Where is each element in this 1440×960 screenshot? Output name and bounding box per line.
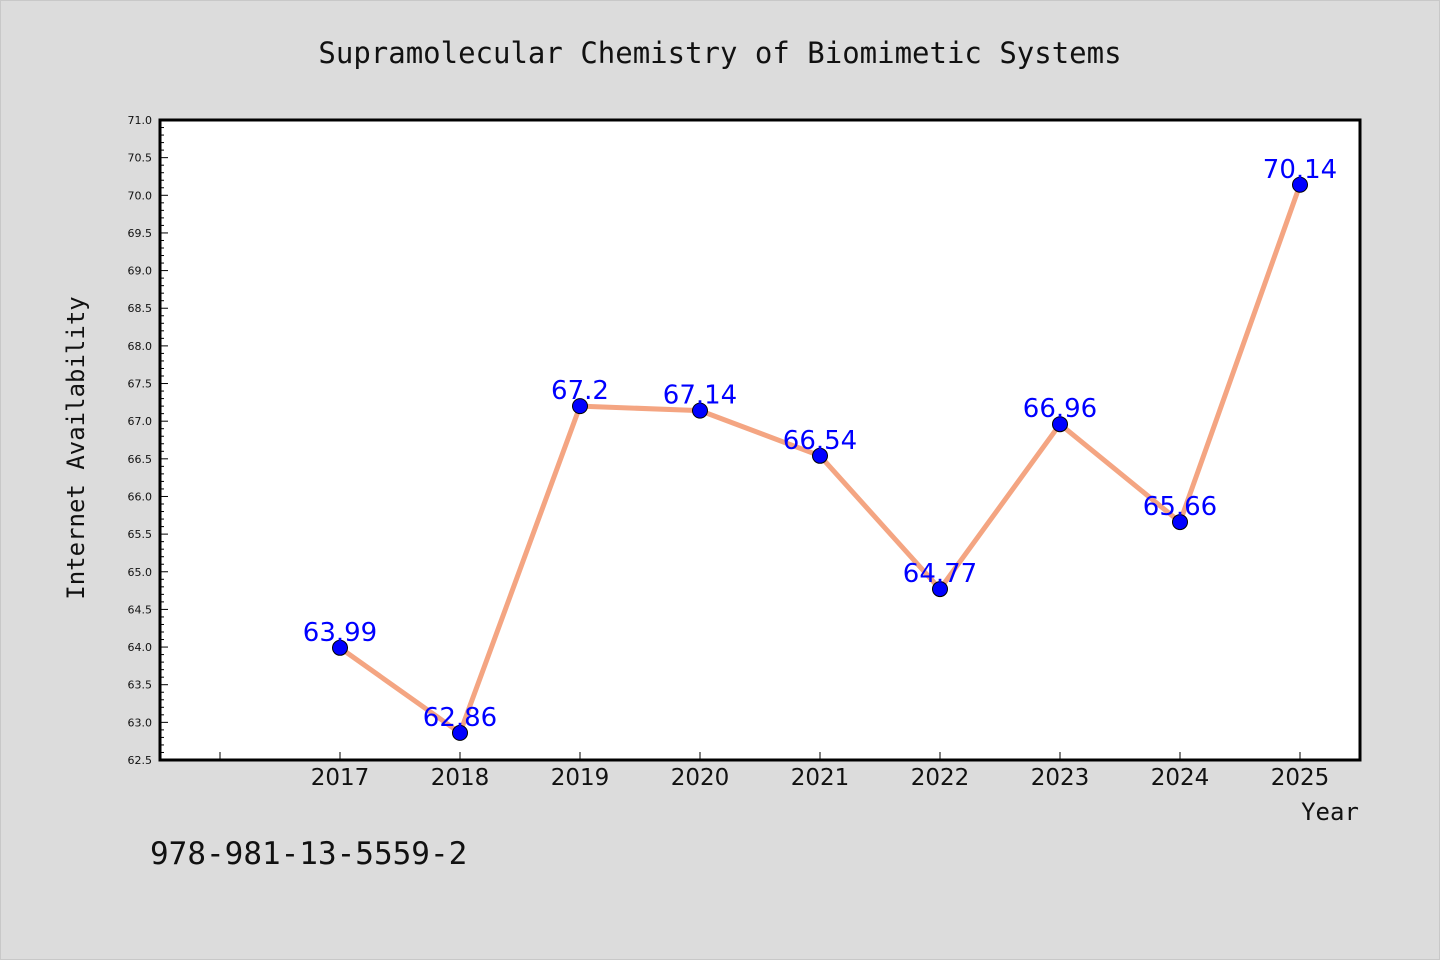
y-axis: 62.5 63.0 63.5 64.0 64.5 65.0 65.5 66.0 66.5 67.0… [128,114,168,767]
y-tick-label: 71.0 [128,114,153,127]
data-point-marker [1292,176,1308,193]
data-point-marker [1052,416,1068,433]
x-tick-label: 2022 [911,765,970,791]
data-point-marker [452,724,468,741]
x-axis-label: Year [1301,798,1359,826]
data-point-marker [692,402,708,419]
chart-title: Supramolecular Chemistry of Biomimetic S… [318,36,1121,70]
y-tick-label: 70.5 [128,152,153,165]
data-label: 67.14 [663,381,737,411]
data-label: 67.2 [551,376,609,406]
x-tick-label: 2017 [311,765,370,791]
y-tick-label: 65.5 [128,528,153,541]
y-tick-label: 66.0 [128,490,153,503]
data-point-marker [932,581,948,598]
data-label: 66.54 [783,426,857,456]
y-tick-label: 63.5 [128,679,153,692]
x-axis: 2017 2018 2019 2020 2021 2022 2023 2024 2025 [219,752,1330,791]
y-tick-label: 70.0 [128,189,153,202]
y-tick-label: 63.0 [128,716,153,729]
x-tick-label: 2019 [551,765,610,791]
data-point-marker [812,447,828,464]
data-label: 62.86 [423,703,497,733]
x-tick-label: 2020 [671,765,730,791]
series-line [332,176,1308,741]
y-tick-label: 66.5 [128,453,153,466]
y-tick-label: 64.0 [128,641,153,654]
data-label: 70.14 [1263,155,1337,185]
y-tick-label: 62.5 [128,754,153,767]
data-point-marker [572,398,588,415]
x-tick-label: 2024 [1151,765,1210,791]
data-label: 64.77 [903,559,977,589]
y-tick-label: 67.5 [128,378,153,391]
data-point-marker [332,639,348,656]
isbn-text: 978-981-13-5559-2 [150,836,467,872]
y-axis-label: Internet Availability [62,296,90,599]
x-tick-label: 2023 [1031,765,1090,791]
plot-area [158,118,1362,762]
data-label: 63.99 [303,618,377,648]
y-tick-label: 68.0 [128,340,153,353]
data-point-marker [1172,514,1188,531]
data-labels: 63.99 62.86 67.2 67.14 66.54 64.77 66.96 65.66 7… [303,155,1337,733]
data-label: 66.96 [1023,394,1097,424]
x-tick-label: 2025 [1271,765,1330,791]
data-label: 65.66 [1143,492,1217,522]
y-tick-label: 67.0 [128,415,153,428]
y-tick-label: 65.0 [128,566,153,579]
y-tick-label: 69.0 [128,265,153,278]
y-tick-label: 69.5 [128,227,153,240]
y-tick-label: 68.5 [128,302,153,315]
y-tick-label: 64.5 [128,603,153,616]
x-tick-label: 2018 [431,765,490,791]
x-tick-label: 2021 [791,765,850,791]
